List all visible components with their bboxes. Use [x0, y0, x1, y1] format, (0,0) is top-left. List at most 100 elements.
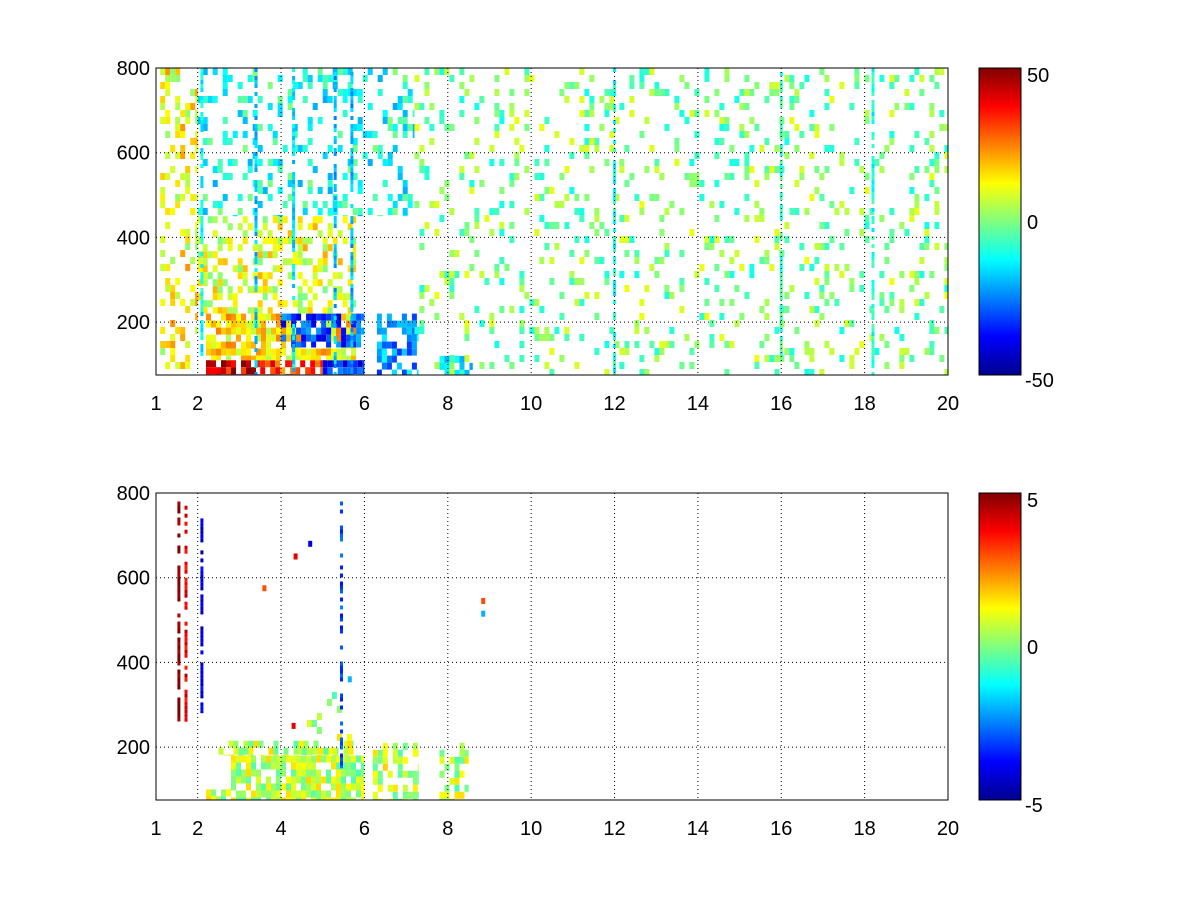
- heatmap-cell: [311, 762, 316, 770]
- heatmap-streak-segment: [254, 252, 258, 256]
- heatmap-cell: [343, 740, 349, 748]
- heatmap-streak-segment: [779, 196, 783, 200]
- heatmap-cell: [549, 222, 555, 229]
- heatmap-streak-segment: [340, 741, 343, 746]
- heatmap-streak-segment: [184, 697, 188, 702]
- heatmap-cell: [337, 145, 343, 152]
- heatmap-cell: [327, 208, 333, 215]
- heatmap-cell: [459, 369, 465, 375]
- heatmap-cell: [202, 124, 208, 131]
- heatmap-cell: [914, 278, 920, 285]
- heatmap-streak-segment: [292, 144, 296, 148]
- heatmap-cell: [919, 271, 925, 278]
- heatmap-cell: [165, 222, 171, 229]
- heatmap-streak-segment: [254, 208, 258, 212]
- heatmap-cell: [919, 257, 925, 264]
- heatmap-cell: [814, 166, 820, 173]
- heatmap-cell: [449, 292, 455, 299]
- heatmap-cell: [226, 355, 231, 361]
- heatmap-cell: [774, 236, 780, 243]
- heatmap-cell: [322, 286, 328, 294]
- heatmap-cell: [419, 327, 425, 334]
- heatmap-cell: [346, 783, 351, 791]
- heatmap-cell: [195, 299, 198, 306]
- heatmap-cell: [291, 797, 296, 800]
- heatmap-cell: [352, 124, 358, 131]
- heatmap-cell: [589, 96, 595, 103]
- heatmap-cell: [914, 313, 920, 320]
- heatmap-cell: [301, 769, 306, 777]
- heatmap-cell: [689, 110, 695, 117]
- heatmap-cell: [341, 327, 347, 335]
- heatmap-cell: [233, 740, 239, 748]
- heatmap-cell: [237, 244, 243, 252]
- heatmap-cell: [554, 131, 560, 138]
- heatmap-streak-segment: [333, 260, 337, 264]
- heatmap-cell: [639, 313, 645, 320]
- heatmap-cell: [689, 159, 695, 166]
- heatmap-streak-segment: [333, 248, 337, 252]
- heatmap-cell: [190, 152, 196, 159]
- heatmap-cell: [302, 201, 308, 208]
- heatmap-cell: [454, 756, 460, 764]
- heatmap-streak-segment: [254, 132, 258, 136]
- heatmap-cell: [321, 797, 326, 800]
- heatmap-cell: [739, 89, 745, 96]
- heatmap-streak-segment: [871, 264, 875, 268]
- heatmap-cell: [291, 762, 296, 770]
- heatmap-cell: [185, 180, 191, 187]
- heatmap-cell: [195, 96, 198, 103]
- heatmap-cell: [729, 341, 735, 348]
- heatmap-cell: [347, 307, 353, 314]
- heatmap-streak-segment: [779, 272, 783, 276]
- heatmap-cell: [347, 279, 353, 287]
- heatmap-streak-segment: [292, 192, 296, 196]
- heatmap-streak-segment: [613, 168, 616, 172]
- heatmap-cell: [287, 89, 293, 96]
- heatmap-cell: [317, 279, 323, 287]
- heatmap-cell: [504, 68, 510, 75]
- heatmap-cell: [879, 215, 885, 222]
- heatmap-cell: [889, 278, 895, 285]
- heatmap-cell: [914, 194, 920, 201]
- heatmap-cell: [367, 208, 373, 215]
- heatmap-cell: [195, 292, 198, 299]
- heatmap-streak-segment: [292, 132, 296, 136]
- heatmap-cell: [559, 173, 565, 180]
- heatmap-cell: [704, 96, 710, 103]
- heatmap-cell: [367, 131, 373, 138]
- heatmap-cell: [212, 68, 218, 75]
- x-tick-label: 2: [192, 393, 203, 415]
- heatmap-cell: [459, 173, 465, 180]
- heatmap-cell: [579, 208, 585, 215]
- heatmap-streak-segment: [340, 605, 343, 610]
- heatmap-cell: [223, 754, 229, 756]
- heatmap-cell: [524, 110, 530, 117]
- heatmap-cell: [674, 145, 680, 152]
- heatmap-cell: [679, 306, 685, 313]
- heatmap-cell: [195, 131, 198, 138]
- heatmap-cell: [336, 755, 341, 763]
- heatmap-cell: [694, 180, 700, 187]
- heatmap-cell: [267, 230, 273, 238]
- heatmap-cell: [231, 360, 236, 368]
- heatmap-cell: [629, 82, 635, 89]
- heatmap-cell: [232, 265, 238, 273]
- heatmap-cell: [839, 82, 845, 89]
- heatmap-cell: [594, 215, 600, 222]
- heatmap-streak-segment: [350, 292, 354, 296]
- heatmap-streak-segment: [871, 356, 875, 360]
- x-tick-label: 16: [770, 818, 792, 840]
- heatmap-cell: [649, 194, 655, 201]
- heatmap-cell: [316, 797, 321, 800]
- heatmap-streak-segment: [200, 650, 204, 655]
- heatmap-cell: [664, 89, 670, 96]
- heatmap-cell: [889, 236, 895, 243]
- heatmap-cell: [704, 243, 710, 250]
- heatmap-cell: [724, 68, 730, 75]
- heatmap-cell: [202, 307, 208, 314]
- heatmap-streak-segment: [613, 248, 616, 252]
- heatmap-cell: [206, 367, 211, 375]
- heatmap-cell: [386, 313, 392, 321]
- heatmap-cell: [257, 187, 263, 194]
